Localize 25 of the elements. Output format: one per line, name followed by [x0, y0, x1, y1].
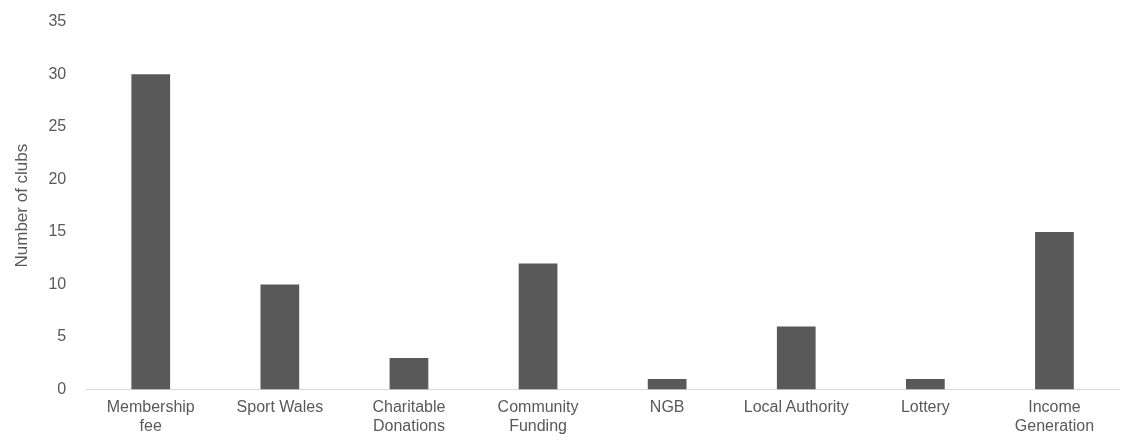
x-tick-label: Charitable Donations: [372, 397, 446, 434]
y-axis-title: Number of clubs: [11, 143, 31, 268]
x-tick-label: NGB: [649, 397, 685, 415]
y-tick-label: 5: [57, 327, 67, 345]
y-tick-label: 20: [48, 169, 67, 187]
x-tick-label: Lottery: [900, 397, 950, 415]
x-tick-label: Local Authority: [743, 397, 849, 415]
x-tick-label: Community Funding: [497, 397, 579, 434]
bar: [1035, 231, 1074, 390]
x-tick-label: Membership fee: [106, 397, 195, 434]
bar: [389, 358, 429, 390]
x-tick-label: Sport Wales: [236, 397, 324, 415]
y-tick-label: 30: [48, 64, 67, 82]
y-tick-label: 15: [48, 222, 67, 240]
y-tick-label: 10: [48, 274, 67, 292]
bar: [260, 284, 300, 390]
bar: [518, 263, 558, 390]
bar: [905, 379, 945, 390]
bar: [647, 379, 687, 390]
y-tick-label: 0: [57, 380, 67, 398]
y-tick-label: 25: [48, 117, 67, 135]
bar: [131, 74, 171, 390]
x-tick-label: Income Generation: [1014, 397, 1095, 434]
bar: [776, 326, 816, 390]
y-tick-label: 35: [48, 12, 67, 30]
